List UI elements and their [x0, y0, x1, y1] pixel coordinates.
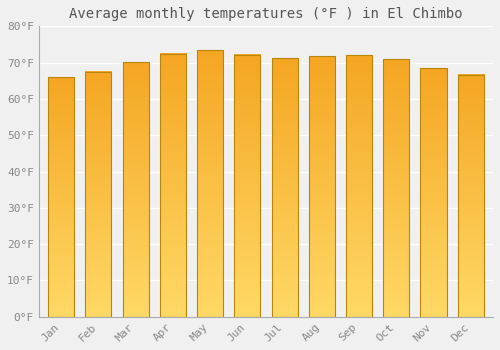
Bar	[234, 55, 260, 317]
Bar	[272, 58, 297, 317]
Bar	[86, 72, 112, 317]
Bar	[197, 50, 223, 317]
Title: Average monthly temperatures (°F ) in El Chimbo: Average monthly temperatures (°F ) in El…	[69, 7, 462, 21]
Bar	[346, 55, 372, 317]
Bar	[420, 68, 446, 317]
Bar	[383, 59, 409, 317]
Bar	[122, 62, 148, 317]
Bar	[160, 54, 186, 317]
Bar	[458, 75, 483, 317]
Bar	[48, 77, 74, 317]
Bar	[308, 56, 335, 317]
